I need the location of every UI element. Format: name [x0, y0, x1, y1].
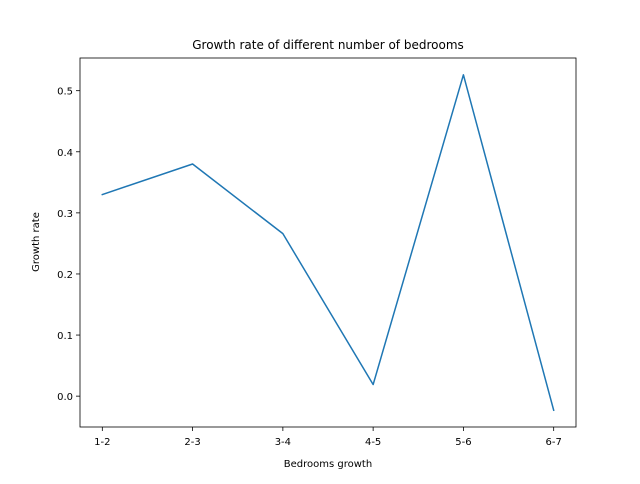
x-tick-label: 3-4 [275, 437, 291, 448]
y-tick-label: 0.0 [57, 392, 73, 403]
y-tick-label: 0.1 [57, 331, 73, 342]
x-tick-label: 4-5 [365, 437, 381, 448]
chart-title: Growth rate of different number of bedro… [192, 38, 464, 52]
x-axis-label: Bedrooms growth [284, 459, 372, 470]
x-tick-label: 6-7 [546, 437, 562, 448]
axes-frame [79, 57, 577, 428]
x-tick-label: 5-6 [455, 437, 471, 448]
series-line-0 [101, 74, 555, 412]
x-tick-label: 2-3 [184, 437, 200, 448]
y-tick-label: 0.2 [57, 270, 73, 281]
y-tick-label: 0.5 [57, 87, 73, 98]
x-tick-label: 1-2 [94, 437, 110, 448]
y-tick-label: 0.3 [57, 209, 73, 220]
plot-area: 1-2 2-3 3-4 4-5 5-6 6-7 0.0 0.1 0.2 0.3 0.4 0.5 [57, 57, 577, 448]
y-tick-label: 0.4 [57, 148, 73, 159]
y-axis-label: Growth rate [31, 212, 42, 272]
